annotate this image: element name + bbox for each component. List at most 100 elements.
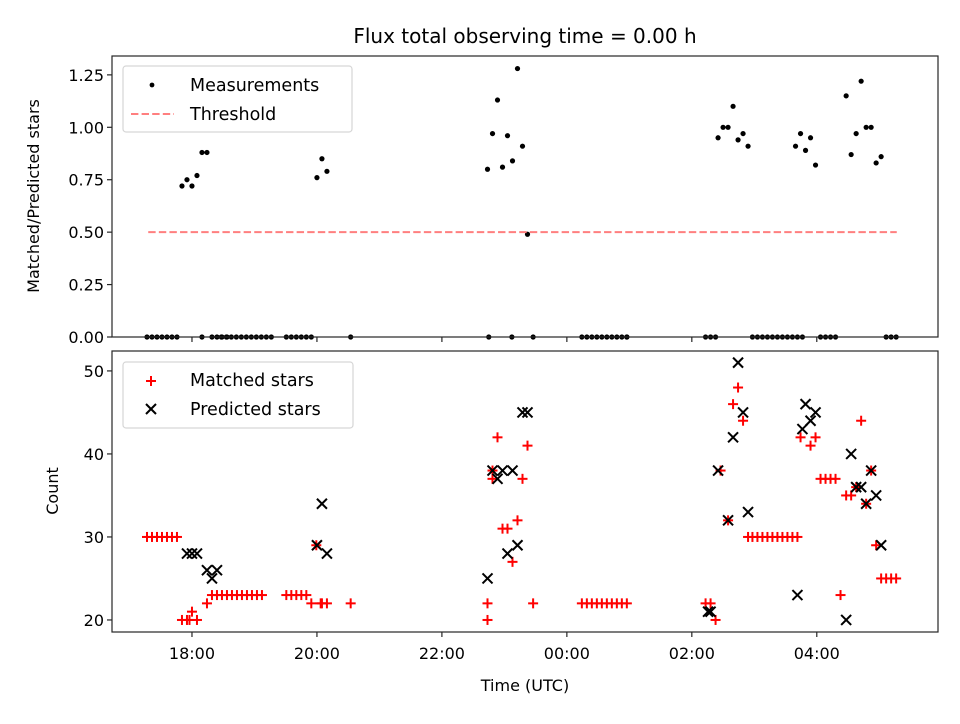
measurement-point — [848, 151, 854, 158]
predicted-stars-point — [206, 572, 218, 585]
measurement-point — [504, 133, 511, 139]
x-tick-label: 18:00 — [169, 644, 215, 663]
chart-title: Flux total observing time = 0.00 h — [353, 24, 696, 48]
y-tick-label: 1.25 — [68, 66, 104, 85]
matched-stars-point — [738, 415, 749, 426]
matched-stars-point — [482, 598, 493, 609]
matched-stars-point — [301, 590, 312, 601]
matched-stars-point — [528, 598, 539, 609]
predicted-stars-point — [875, 539, 887, 551]
matched-stars-point — [345, 598, 356, 609]
measurement-point — [715, 135, 721, 141]
matched-stars-point — [256, 590, 267, 601]
ratio-y-axis-label: Matched/Predicted stars — [24, 99, 43, 293]
legend-matched-label: Matched stars — [190, 371, 314, 391]
matched-stars-point — [795, 432, 806, 443]
x-tick-label: 04:00 — [794, 644, 840, 663]
y-tick-label: 0.25 — [68, 276, 104, 295]
measurement-point — [179, 183, 185, 189]
measurement-point — [878, 154, 884, 160]
y-tick-label: 40 — [84, 445, 104, 464]
legend-matched-marker — [146, 376, 156, 386]
predicted-stars-point — [727, 431, 739, 444]
matched-stars-point — [502, 523, 513, 534]
measurement-point — [745, 143, 751, 149]
predicted-stars-point — [722, 514, 734, 527]
matched-stars-point — [306, 598, 317, 609]
predicted-stars-point — [486, 464, 499, 477]
measurement-point — [858, 78, 864, 84]
count-legend: Matched stars Predicted stars — [122, 361, 354, 429]
measurement-point — [494, 97, 501, 103]
matched-stars-point — [186, 606, 197, 617]
predicted-stars-point — [704, 605, 717, 618]
count-legend-box — [122, 361, 354, 429]
measurement-point — [314, 175, 320, 181]
predicted-stars-point — [870, 489, 882, 502]
matched-stars-point — [315, 598, 326, 609]
y-tick-label: 30 — [84, 528, 104, 547]
measurement-point — [189, 183, 195, 189]
matched-stars-point — [728, 399, 739, 410]
matched-stars-point — [733, 382, 744, 393]
measurement-point — [740, 130, 746, 137]
legend-threshold-label: Threshold — [189, 105, 276, 125]
ratio-y-ticks: 0.00 0.25 0.50 0.75 1.00 1.25 — [68, 66, 112, 347]
predicted-stars-point — [742, 506, 754, 518]
matched-stars-point — [830, 473, 841, 484]
predicted-stars-point — [702, 605, 714, 618]
y-tick-label: 1.00 — [68, 118, 104, 137]
x-tick-label: 00:00 — [544, 644, 590, 663]
predicted-stars-point — [511, 539, 524, 551]
predicted-stars-point — [191, 547, 203, 560]
matched-stars-point — [492, 432, 503, 443]
count-y-axis-label: Count — [43, 467, 62, 515]
matched-stars-point — [621, 598, 632, 609]
matched-stars-point — [482, 614, 493, 625]
matched-stars-point — [201, 598, 212, 609]
matched-stars-point — [891, 573, 902, 584]
measurement-point — [853, 130, 859, 137]
predicted-stars-point — [737, 406, 749, 419]
matched-stars-point — [512, 515, 523, 526]
measurement-point — [807, 135, 814, 141]
predicted-stars-point — [501, 547, 514, 560]
matched-stars-point — [705, 598, 716, 609]
matched-stars-point — [171, 531, 182, 542]
ratio-legend-box — [122, 65, 353, 133]
predicted-stars-point — [186, 547, 198, 560]
measurement-point — [194, 172, 200, 179]
measurement-point — [802, 147, 809, 153]
x-tick-label: 20:00 — [294, 644, 340, 663]
predicted-stars-point — [311, 539, 323, 551]
matched-stars-point — [184, 614, 195, 625]
measurement-point — [319, 156, 325, 162]
matched-stars-point — [871, 540, 882, 551]
measurement-point — [735, 137, 741, 143]
count-axes-frame — [111, 350, 939, 633]
predicted-stars-point — [799, 398, 812, 410]
legend-measurements-label: Measurements — [190, 76, 319, 96]
predicted-stars-point — [855, 481, 867, 493]
predicted-stars-point — [201, 564, 213, 576]
measurement-point — [199, 149, 205, 156]
measurement-point — [863, 124, 869, 130]
measurement-point — [499, 164, 506, 170]
measurement-point — [489, 130, 496, 137]
predicted-stars-point — [791, 589, 804, 601]
measurement-point — [184, 177, 190, 183]
measurement-point — [324, 168, 330, 174]
predicted-stars-point — [181, 547, 193, 560]
measurement-point — [720, 124, 726, 130]
measurement-point — [792, 143, 799, 149]
matched-stars-point — [835, 590, 846, 601]
measurement-point — [484, 166, 491, 172]
predicted-stars-point — [732, 356, 744, 369]
matched-stars-point — [792, 531, 803, 542]
measurement-point — [509, 158, 516, 164]
x-tick-label: 22:00 — [419, 644, 465, 663]
predicted-stars-point — [491, 473, 504, 485]
measurement-point — [725, 124, 731, 130]
